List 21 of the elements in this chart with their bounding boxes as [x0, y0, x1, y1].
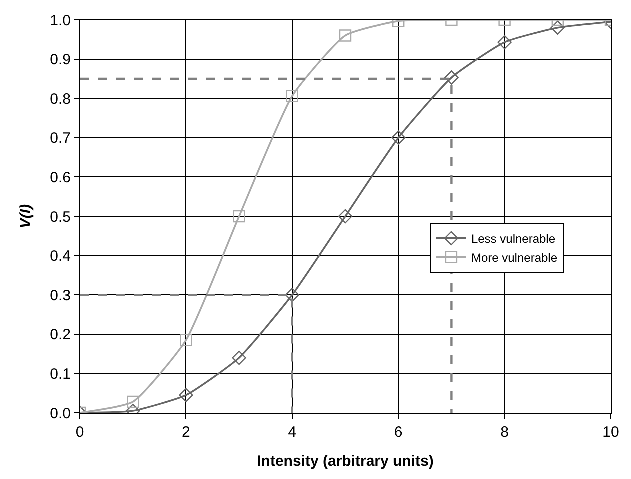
y-tick-label: 0.3	[50, 287, 71, 304]
y-tick-label: 0.8	[50, 90, 71, 108]
y-tick-label: 0.6	[50, 169, 71, 186]
y-tick-label: 0.1	[50, 366, 71, 383]
y-tick-label: 0.9	[50, 52, 71, 69]
x-tick-label: 2	[182, 424, 190, 441]
legend-label: Less vulnerable	[471, 232, 556, 246]
y-axis-title: V(I)	[17, 204, 34, 229]
x-tick-label: 8	[500, 424, 509, 441]
x-tick-label: 0	[76, 424, 84, 441]
x-tick-label: 4	[288, 424, 297, 441]
y-tick-label: 0.7	[50, 130, 71, 148]
y-tick-label: 0.0	[50, 405, 71, 422]
y-tick-label: 1.0	[50, 12, 71, 30]
x-tick-label: 10	[602, 424, 620, 441]
x-axis-title: Intensity (arbitrary units)	[257, 453, 434, 470]
legend-label: More vulnerable	[471, 251, 558, 266]
y-tick-label: 0.4	[50, 248, 71, 266]
x-tick-label: 6	[394, 424, 403, 441]
y-tick-label: 0.5	[50, 208, 71, 226]
y-tick-label: 0.2	[50, 326, 71, 344]
